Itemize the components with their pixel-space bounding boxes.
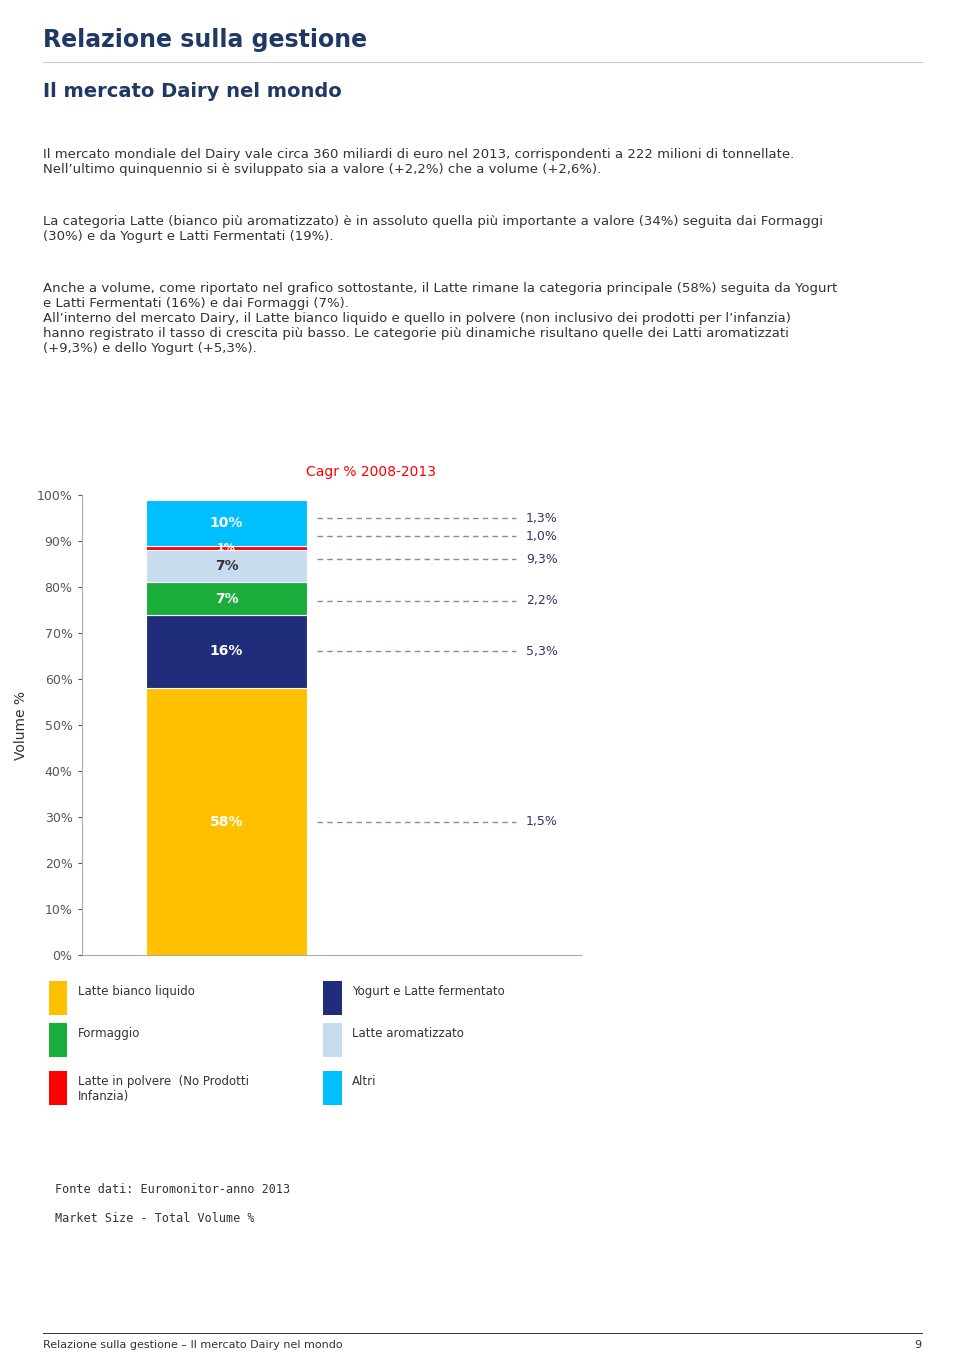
Text: Market Size - Total Volume %: Market Size - Total Volume % bbox=[55, 1212, 254, 1225]
Text: Il mercato mondiale del Dairy vale circa 360 miliardi di euro nel 2013, corrispo: Il mercato mondiale del Dairy vale circa… bbox=[43, 148, 795, 176]
Text: 1,0%: 1,0% bbox=[526, 530, 558, 542]
Text: Yogurt e Latte fermentato: Yogurt e Latte fermentato bbox=[352, 985, 505, 997]
Text: Fonte dati: Euromonitor-anno 2013: Fonte dati: Euromonitor-anno 2013 bbox=[55, 1183, 290, 1197]
Bar bbox=[146, 550, 307, 582]
Text: 10%: 10% bbox=[210, 515, 243, 530]
Text: Formaggio: Formaggio bbox=[78, 1027, 140, 1040]
Text: Relazione sulla gestione – Il mercato Dairy nel mondo: Relazione sulla gestione – Il mercato Da… bbox=[43, 1340, 343, 1350]
Text: 7%: 7% bbox=[215, 559, 238, 574]
Text: 5,3%: 5,3% bbox=[526, 645, 558, 658]
Bar bbox=[323, 1071, 342, 1105]
Bar bbox=[146, 615, 307, 688]
Bar bbox=[49, 1071, 67, 1105]
Text: 9: 9 bbox=[915, 1340, 922, 1350]
Text: 2,2%: 2,2% bbox=[526, 594, 558, 608]
Text: Anche a volume, come riportato nel grafico sottostante, il Latte rimane la categ: Anche a volume, come riportato nel grafi… bbox=[43, 281, 837, 355]
Text: Il mercato Dairy nel mondo: Il mercato Dairy nel mondo bbox=[43, 82, 342, 101]
Text: 9,3%: 9,3% bbox=[526, 553, 558, 566]
Text: Latte bianco liquido: Latte bianco liquido bbox=[78, 985, 195, 997]
Text: Altri: Altri bbox=[352, 1075, 377, 1087]
Y-axis label: Volume %: Volume % bbox=[14, 690, 29, 759]
Text: Cagr % 2008-2013: Cagr % 2008-2013 bbox=[306, 464, 436, 478]
Text: Latte aromatizzato: Latte aromatizzato bbox=[352, 1027, 465, 1040]
Text: La categoria Latte (bianco più aromatizzato) è in assoluto quella più importante: La categoria Latte (bianco più aromatizz… bbox=[43, 214, 824, 243]
Bar bbox=[146, 500, 307, 545]
Text: 1%: 1% bbox=[217, 542, 236, 553]
Text: 58%: 58% bbox=[210, 814, 243, 829]
Bar bbox=[146, 688, 307, 955]
Bar bbox=[146, 545, 307, 550]
Bar bbox=[323, 1023, 342, 1056]
Text: 1,5%: 1,5% bbox=[526, 816, 558, 828]
Bar bbox=[49, 1023, 67, 1056]
Text: 1,3%: 1,3% bbox=[526, 511, 558, 525]
Bar bbox=[323, 981, 342, 1015]
Bar bbox=[49, 981, 67, 1015]
Bar bbox=[146, 582, 307, 615]
Text: 7%: 7% bbox=[215, 591, 238, 605]
Text: 16%: 16% bbox=[210, 645, 243, 658]
Text: Latte in polvere  (No Prodotti
Infanzia): Latte in polvere (No Prodotti Infanzia) bbox=[78, 1075, 250, 1102]
Text: Relazione sulla gestione: Relazione sulla gestione bbox=[43, 27, 368, 52]
